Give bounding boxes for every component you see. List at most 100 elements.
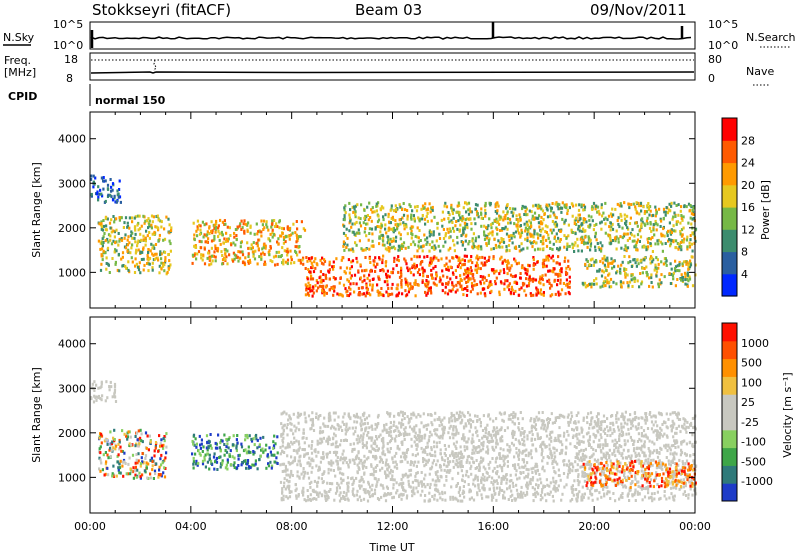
echo-cell [642,434,645,438]
echo-cell [423,268,426,272]
echo-cell [102,235,105,239]
echo-cell [670,204,673,208]
echo-cell [634,418,637,422]
echo-cell [148,224,151,228]
echo-cell [356,415,360,419]
echo-cell [271,231,274,235]
echo-cell [326,437,329,441]
echo-cell [311,411,314,415]
echo-cell [502,238,505,241]
echo-cell [497,244,500,248]
echo-cell [571,214,574,218]
echo-cell [410,225,413,229]
echo-cell [132,476,135,480]
echo-cell [477,235,480,239]
echo-cell [239,256,242,260]
echo-cell [139,428,142,432]
echo-cell [428,202,431,206]
echo-cell [449,229,452,233]
echo-cell [559,292,562,296]
echo-cell [127,462,130,466]
echo-cell [685,425,688,429]
echo-cell [230,463,233,467]
echo-cell [235,254,238,258]
echo-cell [551,269,554,273]
echo-cell [125,434,128,438]
echo-cell [135,262,138,266]
echo-cell [563,245,566,249]
echo-cell [329,418,332,422]
echo-cell [634,221,637,225]
echo-cell [470,210,473,214]
echo-cell [608,280,611,284]
echo-cell [281,449,284,453]
echo-cell [637,201,640,205]
echo-cell [388,275,391,279]
echo-cell [465,473,468,477]
echo-cell [371,239,374,243]
echo-cell [158,233,161,237]
echo-cell [215,222,218,226]
echo-cell [623,213,626,217]
echo-cell [495,441,498,445]
echo-cell [325,494,328,498]
echo-cell [406,266,409,270]
echo-cell [130,470,133,474]
echo-cell [490,226,493,230]
echo-cell [240,228,243,231]
echo-cell [618,204,621,208]
echo-cell [629,471,632,475]
echo-cell [296,451,299,455]
echo-cell [276,240,279,244]
echo-cell [387,287,390,290]
echo-cell [247,246,250,250]
echo-cell [594,472,597,476]
echo-cell [102,187,105,191]
echo-cell [389,430,392,434]
echo-cell [116,268,119,272]
echo-cell [629,260,632,264]
echo-cell [649,257,652,261]
echo-cell [128,241,131,245]
echo-cell [248,465,251,469]
echo-cell [622,234,626,238]
echo-cell [499,215,502,219]
echo-cell [137,440,140,444]
echo-cell [642,475,645,479]
echo-cell [532,493,535,497]
echo-cell [225,237,229,241]
echo-cell [568,282,571,285]
echo-cell [581,235,584,239]
echo-cell [691,249,694,253]
echo-cell [528,275,531,279]
echo-cell [676,220,679,224]
echo-cell [521,207,524,211]
echo-cell [548,269,551,273]
echo-cell [273,460,276,464]
echo-cell [598,212,601,216]
echo-cell [404,289,407,293]
echo-cell [543,493,547,497]
echo-cell [610,214,613,218]
echo-cell [205,240,208,244]
echo-cell [528,209,531,213]
echo-cell [327,419,331,423]
echo-cell [235,444,238,448]
echo-cell [544,224,547,228]
echo-cell [627,202,630,206]
echo-cell [565,236,568,240]
echo-cell [640,224,643,228]
echo-cell [140,238,143,242]
echo-cell [306,259,309,263]
echo-cell [606,259,609,263]
echo-cell [510,479,513,482]
echo-cell [655,222,658,225]
echo-cell [607,273,610,277]
echo-cell [535,490,538,494]
echo-cell [690,255,693,259]
echo-cell [122,474,125,478]
echo-cell [572,434,575,438]
echo-cell [412,486,415,490]
echo-cell [142,214,145,218]
echo-cell [670,272,673,276]
